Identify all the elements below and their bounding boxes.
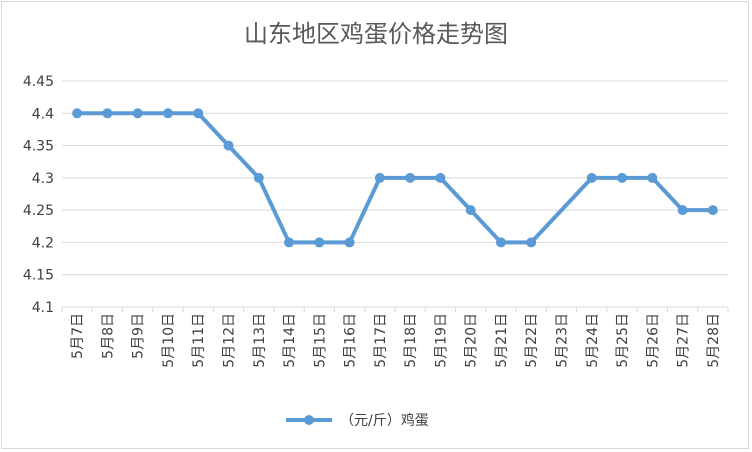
data-point <box>435 172 446 183</box>
x-tick-label: 5月12日 <box>222 313 238 368</box>
x-tick-label: 5月8日 <box>100 313 116 359</box>
data-point <box>314 237 325 248</box>
data-point <box>132 108 143 119</box>
data-point <box>526 237 537 248</box>
x-tick-label: 5月26日 <box>645 313 661 368</box>
y-tick-label: 4.35 <box>23 139 54 155</box>
data-point <box>677 205 688 216</box>
x-tick-label: 5月19日 <box>433 313 449 368</box>
y-tick-label: 4.45 <box>23 74 54 90</box>
x-tick-label: 5月13日 <box>252 313 268 368</box>
x-tick-label: 5月11日 <box>191 313 207 368</box>
data-point <box>223 140 234 151</box>
data-point <box>162 108 173 119</box>
axes: 4.1 4.15 4.2 4.25 4.3 4.35 4.4 4.45 5月7日 5月8日 5月9日… <box>23 74 729 368</box>
data-point <box>707 205 718 216</box>
data-point <box>495 237 506 248</box>
data-point <box>405 172 416 183</box>
x-tick-label: 5月22日 <box>524 313 540 368</box>
legend-point-marker <box>304 415 314 425</box>
x-tick-label: 5月24日 <box>585 313 601 368</box>
x-tick-label: 5月28日 <box>706 313 722 368</box>
x-tick-label: 5月15日 <box>312 313 328 368</box>
data-point <box>344 237 355 248</box>
series-layer <box>72 108 718 248</box>
y-tick-label: 4.3 <box>32 171 54 187</box>
data-point <box>253 172 264 183</box>
x-tick-label: 5月10日 <box>161 313 177 368</box>
data-point <box>102 108 113 119</box>
data-point <box>374 172 385 183</box>
x-tick-label: 5月27日 <box>676 313 692 368</box>
data-point <box>284 237 295 248</box>
x-tick-label: 5月14日 <box>282 313 298 368</box>
x-tick-label: 5月16日 <box>343 313 359 368</box>
data-point <box>586 172 597 183</box>
y-tick-label: 4.4 <box>32 106 54 122</box>
x-tick-label: 5月18日 <box>403 313 419 368</box>
x-tick-label: 5月25日 <box>615 313 631 368</box>
x-tick-label: 5月9日 <box>131 313 147 359</box>
x-tick-label: 5月21日 <box>494 313 510 368</box>
data-point <box>193 108 204 119</box>
y-tick-label: 4.15 <box>23 268 54 284</box>
x-tick-label: 5月7日 <box>70 313 86 359</box>
y-tick-label: 4.1 <box>32 300 54 316</box>
legend-label: （元/斤）鸡蛋 <box>340 412 429 429</box>
y-tick-label: 4.2 <box>32 235 54 251</box>
x-tick-label: 5月20日 <box>464 313 480 368</box>
legend: （元/斤）鸡蛋 <box>286 412 429 429</box>
data-point <box>465 205 476 216</box>
chart-title: 山东地区鸡蛋价格走势图 <box>244 20 508 48</box>
y-tick-label: 4.25 <box>23 203 54 219</box>
data-point <box>72 108 83 119</box>
data-point <box>647 172 658 183</box>
x-tick-label: 5月23日 <box>555 313 571 368</box>
data-point <box>617 172 628 183</box>
x-tick-label: 5月17日 <box>373 313 389 368</box>
